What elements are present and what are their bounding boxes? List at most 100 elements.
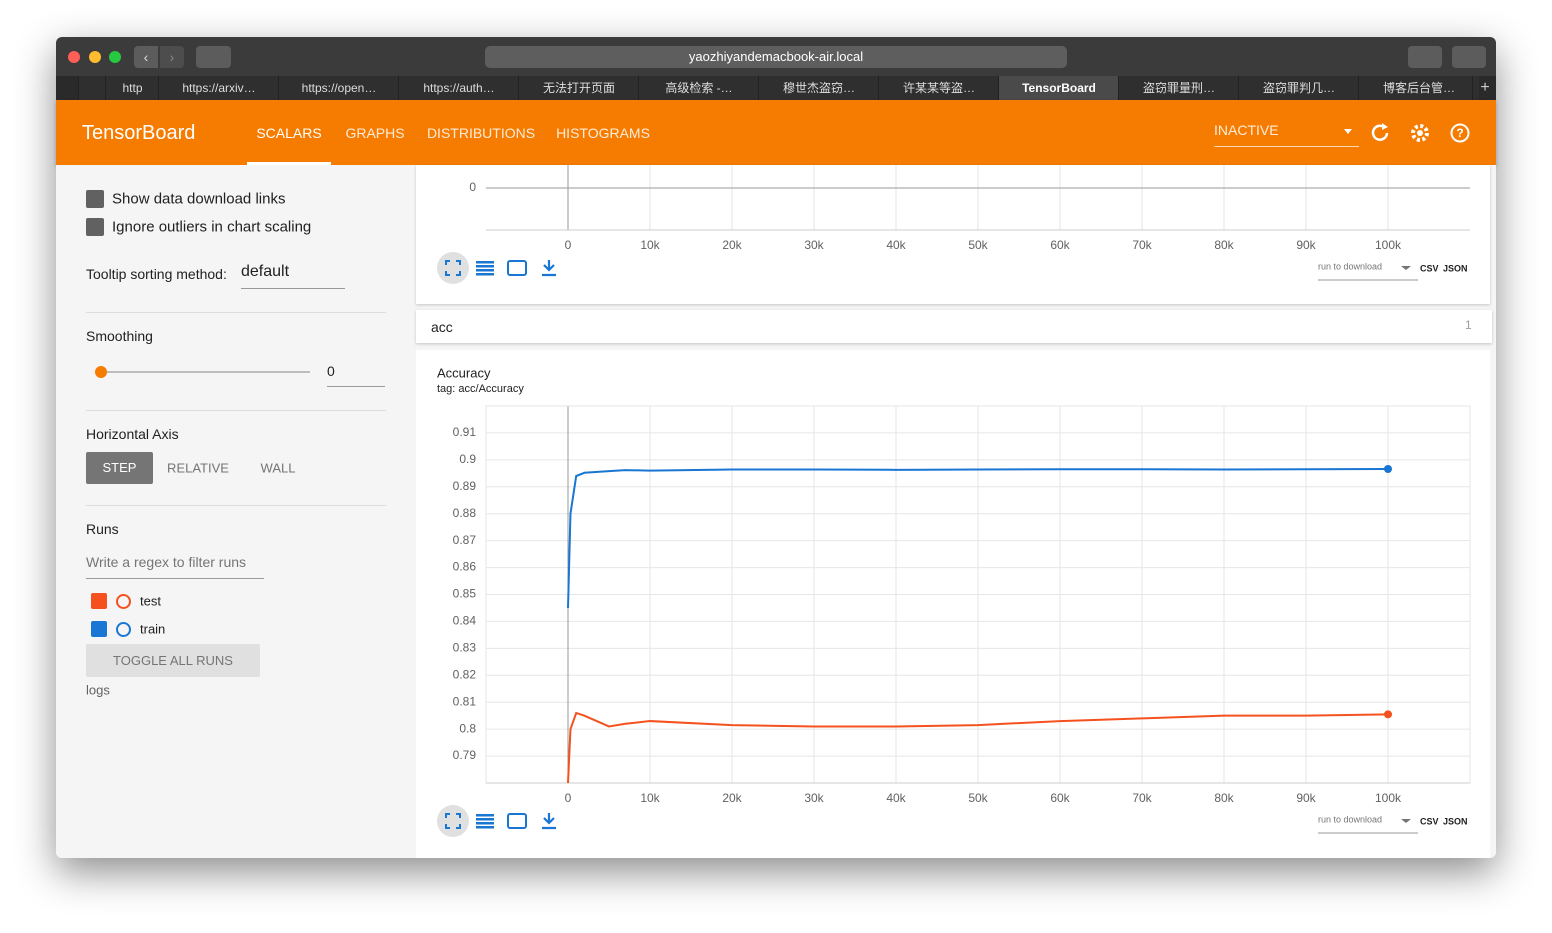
- download-icon[interactable]: [542, 260, 556, 277]
- x-tick-label: 10k: [640, 791, 660, 805]
- x-tick-label: 80k: [1214, 238, 1234, 252]
- fit-button-bg[interactable]: [437, 252, 469, 284]
- dropdown-arrow: [1401, 819, 1411, 823]
- tab[interactable]: 博客后台管…: [1358, 76, 1479, 100]
- x-tick-label: 50k: [968, 791, 988, 805]
- checkbox-label: Ignore outliers in chart scaling: [112, 218, 312, 236]
- y-tick-label: 0.86: [453, 560, 477, 574]
- nav-tab[interactable]: HISTOGRAMS: [556, 125, 650, 141]
- slider-knob[interactable]: [95, 366, 107, 378]
- log-scale-icon[interactable]: [476, 818, 494, 821]
- zoom-icon[interactable]: [507, 813, 527, 829]
- slider-track: [101, 371, 310, 373]
- checkbox[interactable]: [86, 190, 104, 208]
- y-tick-label: 0: [469, 180, 476, 194]
- y-tick-label: 0.81: [453, 694, 477, 708]
- tab[interactable]: https://open…: [278, 76, 399, 100]
- download-format[interactable]: JSON: [1443, 263, 1468, 273]
- run-checkbox[interactable]: [91, 593, 107, 609]
- tab[interactable]: 穆世杰盗窃…: [758, 76, 879, 100]
- nav-indicator: [247, 162, 331, 165]
- download-format[interactable]: JSON: [1443, 816, 1468, 826]
- nav-tab[interactable]: GRAPHS: [345, 125, 405, 141]
- download-format[interactable]: CSV: [1420, 816, 1439, 826]
- x-tick-label: 30k: [804, 791, 824, 805]
- fit-icon: [445, 813, 461, 829]
- close-button[interactable]: [68, 51, 80, 63]
- log-scale-icon[interactable]: [476, 261, 494, 264]
- fit-button-bg[interactable]: [437, 805, 469, 837]
- divider: [86, 505, 386, 506]
- tab[interactable]: 许某某等盗…: [878, 76, 999, 100]
- settings-center: [1417, 130, 1423, 136]
- minimize-button[interactable]: [89, 51, 101, 63]
- chart-card: [416, 350, 1490, 858]
- x-tick-label: 70k: [1132, 791, 1152, 805]
- log-scale-icon[interactable]: [476, 269, 494, 272]
- y-tick-label: 0.88: [453, 506, 477, 520]
- log-scale-icon[interactable]: [476, 814, 494, 817]
- axis-option[interactable]: WALL: [260, 460, 296, 476]
- checkbox[interactable]: [86, 218, 104, 236]
- x-tick-label: 100k: [1375, 791, 1402, 805]
- x-tick-label: 0: [565, 791, 572, 805]
- run-color: [116, 594, 131, 609]
- download-format[interactable]: CSV: [1420, 263, 1439, 273]
- tab[interactable]: 高级检索 -…: [638, 76, 759, 100]
- tab[interactable]: http: [105, 76, 159, 100]
- tab[interactable]: https://arxiv…: [158, 76, 279, 100]
- select-underline: [1214, 146, 1359, 147]
- zoom-button[interactable]: [109, 51, 121, 63]
- run-filter[interactable]: Write a regex to filter runs: [86, 554, 247, 570]
- log-scale-icon[interactable]: [476, 826, 494, 829]
- charts: 0 10k 20k 30k 40k 50k 60k 70k 80k 90k 100k 0 run to …: [437, 165, 1471, 837]
- y-tick-label: 0.91: [453, 425, 477, 439]
- series-end-point: [1384, 710, 1392, 719]
- toggle-runs-button[interactable]: TOGGLE ALL RUNS: [86, 644, 260, 677]
- axis-option[interactable]: RELATIVE: [167, 460, 229, 476]
- divider: [86, 312, 386, 313]
- sidebar-button[interactable]: [196, 46, 231, 68]
- smoothing-input[interactable]: 0: [327, 363, 335, 379]
- download-select[interactable]: run to download: [1318, 261, 1382, 271]
- nav-tab[interactable]: SCALARS: [256, 125, 322, 141]
- new-tab-button[interactable]: +: [1472, 76, 1497, 100]
- y-tick-label: 0.89: [453, 479, 477, 493]
- tab[interactable]: 无法打开页面: [518, 76, 639, 100]
- tab[interactable]: https://auth…: [398, 76, 519, 100]
- tab[interactable]: [78, 76, 106, 100]
- status-select[interactable]: INACTIVE: [1214, 122, 1279, 138]
- zoom-icon[interactable]: [507, 260, 527, 276]
- group-name: acc: [431, 319, 453, 335]
- series-line: [567, 711, 1389, 784]
- dropdown-arrow: [1401, 266, 1411, 270]
- tooltip-select[interactable]: default: [241, 263, 290, 280]
- nav-tab[interactable]: DISTRIBUTIONS: [426, 125, 536, 141]
- log-scale-icon[interactable]: [476, 273, 494, 276]
- runs-label: Runs: [86, 521, 119, 537]
- settings-icon[interactable]: [1411, 124, 1429, 142]
- tabs-button[interactable]: [1452, 46, 1486, 68]
- x-tick-label: 80k: [1214, 791, 1234, 805]
- group-header[interactable]: [416, 310, 1492, 343]
- back-button[interactable]: ‹: [134, 46, 158, 68]
- divider: [86, 410, 386, 411]
- download-icon[interactable]: [542, 813, 556, 830]
- tab[interactable]: 盗窃罪量刑…: [1118, 76, 1239, 100]
- download-select[interactable]: run to download: [1318, 814, 1382, 824]
- y-tick-label: 0.83: [453, 641, 477, 655]
- help-icon[interactable]: [1450, 123, 1470, 143]
- log-scale-icon[interactable]: [476, 822, 494, 825]
- x-tick-label: 10k: [640, 238, 660, 252]
- axis-label: Horizontal Axis: [86, 426, 179, 442]
- url: yaozhiyandemacbook-air.local: [688, 49, 864, 64]
- share-button[interactable]: [1408, 46, 1442, 68]
- run-checkbox[interactable]: [91, 621, 107, 637]
- tab[interactable]: TensorBoard: [998, 76, 1119, 100]
- axis-option[interactable]: STEP: [86, 452, 153, 484]
- url-bar[interactable]: yaozhiyandemacbook-air.local: [485, 46, 1067, 68]
- refresh-icon[interactable]: [1371, 124, 1389, 141]
- log-scale-icon[interactable]: [476, 265, 494, 268]
- forward-button[interactable]: ›: [160, 46, 184, 68]
- tab[interactable]: 盗窃罪判几…: [1238, 76, 1359, 100]
